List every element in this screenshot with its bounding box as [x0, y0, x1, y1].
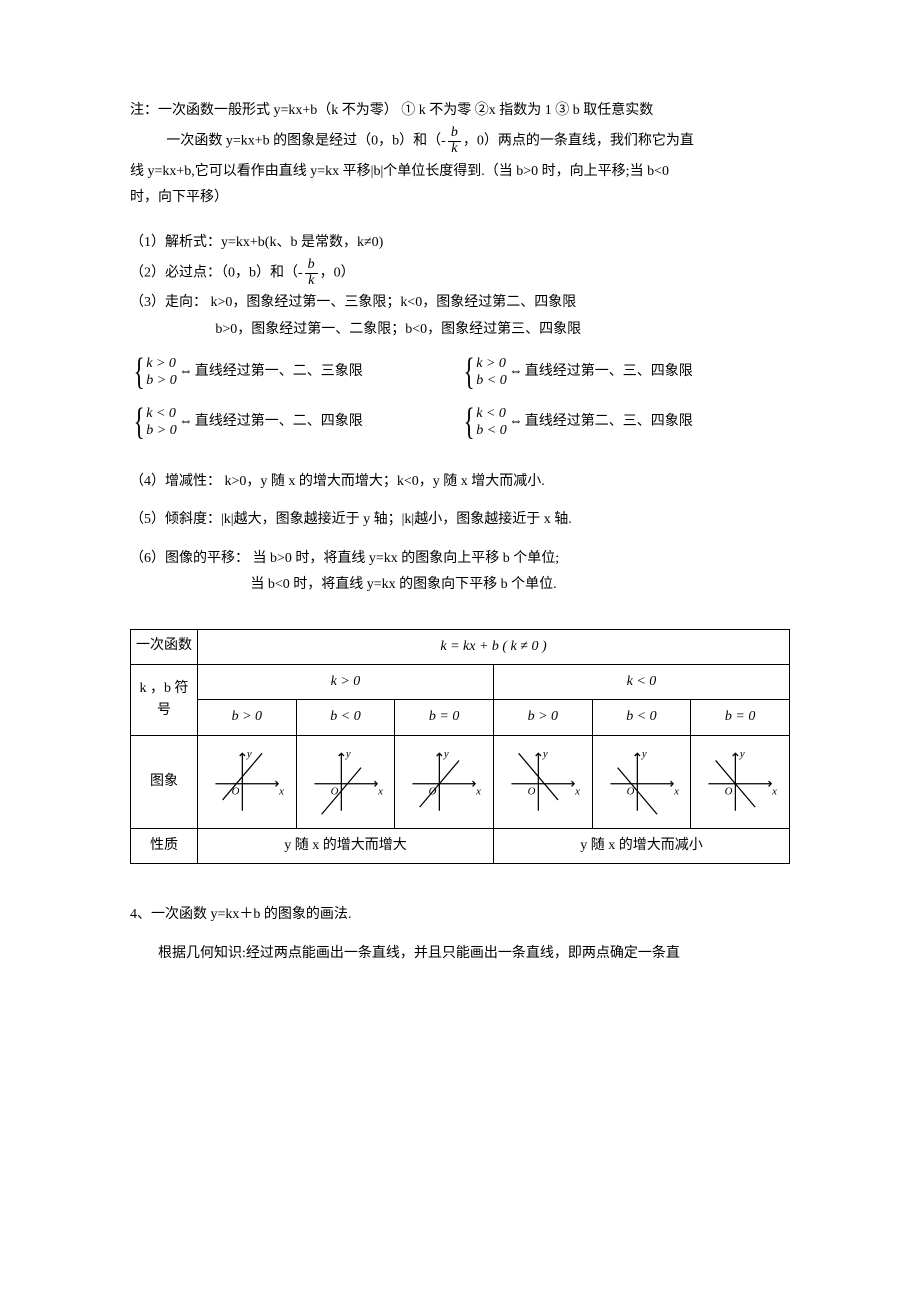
svg-text:O: O — [429, 785, 437, 797]
item-6a: （6）图像的平移： 当 b>0 时，将直线 y=kx 的图象向上平移 b 个单位… — [130, 548, 790, 570]
svg-text:x: x — [278, 785, 284, 797]
cond-text-2: 直线经过第一、三、四象限 — [525, 361, 693, 383]
row-label-prop: 性质 — [131, 828, 198, 863]
svg-text:y: y — [443, 748, 449, 760]
cond-text-3: 直线经过第一、二、四象限 — [195, 411, 363, 433]
svg-text:x: x — [673, 785, 679, 797]
svg-text:x: x — [574, 785, 580, 797]
cond-text-1: 直线经过第一、二、三象限 — [195, 361, 363, 383]
svg-text:O: O — [626, 785, 634, 797]
section-4-heading: 4、一次函数 y=kx＋b 的图象的画法. — [130, 904, 790, 926]
row-label-sign: k ，b 符号 — [131, 665, 198, 736]
brace-group-1: { k > 0b > 0 — [130, 353, 177, 391]
note-line4: 时，向下平移） — [130, 187, 790, 209]
prop-increase: y 随 x 的增大而增大 — [198, 828, 494, 863]
cell-bneg-2: b < 0 — [592, 700, 691, 735]
condition-row-2: { k < 0b > 0 ⇔ 直线经过第一、二、四象限 { k < 0b < 0… — [130, 403, 790, 441]
svg-text:O: O — [528, 785, 536, 797]
graph-cell-1: y x O — [198, 735, 297, 828]
iff-3: ⇔ — [179, 411, 193, 433]
item-2a: （2）必过点：（0，b）和（- — [130, 265, 303, 280]
note-line2b: ，0）两点的一条直线，我们称它为直 — [463, 134, 694, 149]
svg-text:y: y — [739, 748, 745, 760]
prop-decrease: y 随 x 的增大而减小 — [493, 828, 789, 863]
brace-group-4: { k < 0b < 0 — [460, 403, 507, 441]
note-line1: 注：一次函数一般形式 y=kx+b（k 不为零） ① k 不为零 ②x 指数为 … — [130, 100, 790, 122]
fraction-b-over-k-2: bk — [305, 258, 318, 288]
svg-text:x: x — [475, 785, 481, 797]
cell-bzero-2: b = 0 — [691, 700, 790, 735]
kneg-header: k < 0 — [493, 665, 789, 700]
fraction-b-over-k: bk — [448, 126, 461, 156]
svg-text:x: x — [771, 785, 777, 797]
iff-4: ⇔ — [509, 411, 523, 433]
item-4: （4）增减性： k>0，y 随 x 的增大而增大；k<0，y 随 x 增大而减小… — [130, 471, 790, 493]
graph-cell-2: y x O — [296, 735, 395, 828]
item-2: （2）必过点：（0，b）和（-bk，0） — [130, 258, 790, 288]
brace-group-3: { k < 0b > 0 — [130, 403, 177, 441]
iff-1: ⇔ — [179, 361, 193, 383]
graph-cell-6: y x O — [691, 735, 790, 828]
item-2b: ，0） — [320, 265, 355, 280]
brace-group-2: { k > 0b < 0 — [460, 353, 507, 391]
condition-row-1: { k > 0b > 0 ⇔ 直线经过第一、二、三象限 { k > 0b < 0… — [130, 353, 790, 391]
graph-cell-4: y x O — [493, 735, 592, 828]
item-1: （1）解析式：y=kx+b(k、b 是常数，k≠0) — [130, 232, 790, 254]
svg-text:y: y — [640, 748, 646, 760]
cond-text-4: 直线经过第二、三、四象限 — [525, 411, 693, 433]
graph-cell-3: y x O — [395, 735, 494, 828]
item-5: （5）倾斜度：|k|越大，图象越接近于 y 轴；|k|越小，图象越接近于 x 轴… — [130, 509, 790, 531]
item-6b: 当 b<0 时，将直线 y=kx 的图象向下平移 b 个单位. — [130, 574, 790, 596]
graph-cell-5: y x O — [592, 735, 691, 828]
row-label-graph: 图象 — [131, 735, 198, 828]
cell-bzero-1: b = 0 — [395, 700, 494, 735]
note-line2: 一次函数 y=kx+b 的图象是经过（0，b）和（-bk，0）两点的一条直线，我… — [130, 126, 790, 156]
section-4-body: 根据几何知识:经过两点能画出一条直线，并且只能画出一条直线，即两点确定一条直 — [130, 943, 790, 965]
svg-text:y: y — [246, 748, 252, 760]
svg-text:y: y — [542, 748, 548, 760]
svg-text:x: x — [377, 785, 383, 797]
kpos-header: k > 0 — [198, 665, 494, 700]
svg-text:O: O — [725, 785, 733, 797]
note-line2a: 一次函数 y=kx+b 的图象是经过（0，b）和（- — [166, 134, 445, 149]
svg-text:O: O — [232, 785, 240, 797]
item-3b: b>0，图象经过第一、二象限；b<0，图象经过第三、四象限 — [130, 319, 790, 341]
cell-bneg-1: b < 0 — [296, 700, 395, 735]
graph-row: 图象 y x O y x O y x O y x O y x O y x O — [131, 735, 790, 828]
equation-cell: k = kx + b ( k ≠ 0 ) — [198, 629, 790, 664]
svg-text:O: O — [330, 785, 338, 797]
cell-bpos-2: b > 0 — [493, 700, 592, 735]
iff-2: ⇔ — [509, 361, 523, 383]
summary-table: 一次函数 k = kx + b ( k ≠ 0 ) k ，b 符号 k > 0 … — [130, 629, 790, 865]
note-line3: 线 y=kx+b,它可以看作由直线 y=kx 平移|b|个单位长度得到.（当 b… — [130, 161, 790, 183]
row-label-func: 一次函数 — [131, 629, 198, 664]
item-3a: （3）走向： k>0，图象经过第一、三象限；k<0，图象经过第二、四象限 — [130, 292, 790, 314]
cell-bpos-1: b > 0 — [198, 700, 297, 735]
svg-text:y: y — [344, 748, 350, 760]
